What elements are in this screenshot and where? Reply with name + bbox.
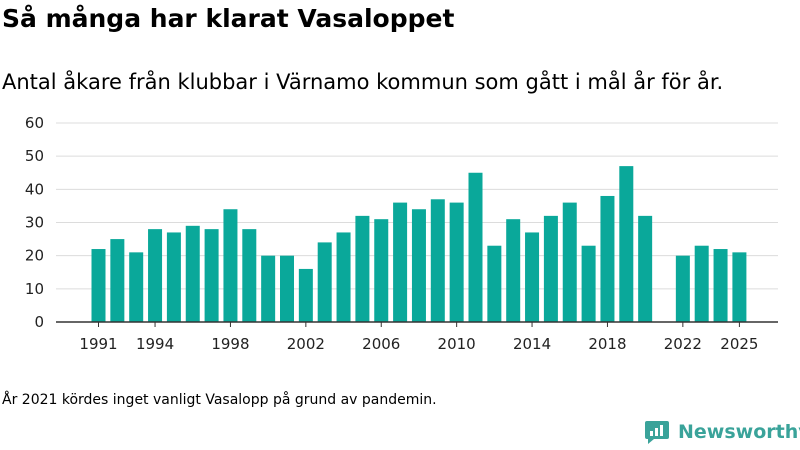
bar xyxy=(543,215,558,322)
bar xyxy=(185,225,200,322)
bar xyxy=(430,199,445,322)
bar xyxy=(110,239,125,322)
bar xyxy=(374,219,389,322)
y-tick-label: 0 xyxy=(34,313,44,331)
bar xyxy=(411,209,426,322)
bar xyxy=(713,249,728,322)
x-tick-label: 2025 xyxy=(720,335,758,353)
bar xyxy=(694,245,709,322)
chart-subtitle: Antal åkare från klubbar i Värnamo kommu… xyxy=(2,70,724,94)
x-tick-label: 2010 xyxy=(438,335,476,353)
bar xyxy=(449,202,464,322)
x-tick-label: 2006 xyxy=(362,335,400,353)
bar xyxy=(223,209,238,322)
x-tick-label: 1994 xyxy=(136,335,174,353)
bar xyxy=(732,252,747,322)
brand-name: Newsworthy xyxy=(678,421,800,443)
y-tick-label: 60 xyxy=(25,114,44,132)
bar xyxy=(562,202,577,322)
x-tick-label: 2018 xyxy=(588,335,626,353)
bar xyxy=(280,255,294,322)
bar xyxy=(166,232,181,322)
y-tick-label: 20 xyxy=(25,247,44,265)
x-tick-label: 2022 xyxy=(664,335,702,353)
bar xyxy=(638,215,653,322)
bar xyxy=(204,229,219,322)
x-tick-label: 2014 xyxy=(513,335,551,353)
bar xyxy=(619,166,634,322)
bar xyxy=(148,229,163,322)
bar xyxy=(355,215,370,322)
chart-title: Så många har klarat Vasaloppet xyxy=(2,4,455,33)
newsworthy-logo-icon xyxy=(645,421,669,444)
bar xyxy=(600,195,615,322)
bar xyxy=(581,245,596,322)
y-tick-label: 10 xyxy=(25,280,44,298)
bar xyxy=(675,255,690,322)
x-tick-label: 2002 xyxy=(287,335,325,353)
bar xyxy=(393,202,408,322)
bar xyxy=(261,255,276,322)
bar xyxy=(242,229,257,322)
bar xyxy=(91,249,106,322)
bar xyxy=(487,245,502,322)
bar xyxy=(506,219,521,322)
bar xyxy=(298,268,313,322)
x-tick-label: 1998 xyxy=(211,335,249,353)
y-tick-label: 50 xyxy=(25,147,44,165)
y-tick-label: 30 xyxy=(25,214,44,232)
bar xyxy=(129,252,144,322)
brand-logo: Newsworthy xyxy=(644,419,800,445)
bar xyxy=(317,242,332,322)
bar xyxy=(468,172,483,322)
x-tick-label: 1991 xyxy=(79,335,117,353)
bar xyxy=(525,232,540,322)
bar xyxy=(336,232,351,322)
y-tick-label: 40 xyxy=(25,180,44,198)
footnote: År 2021 kördes inget vanligt Vasalopp på… xyxy=(2,392,437,408)
